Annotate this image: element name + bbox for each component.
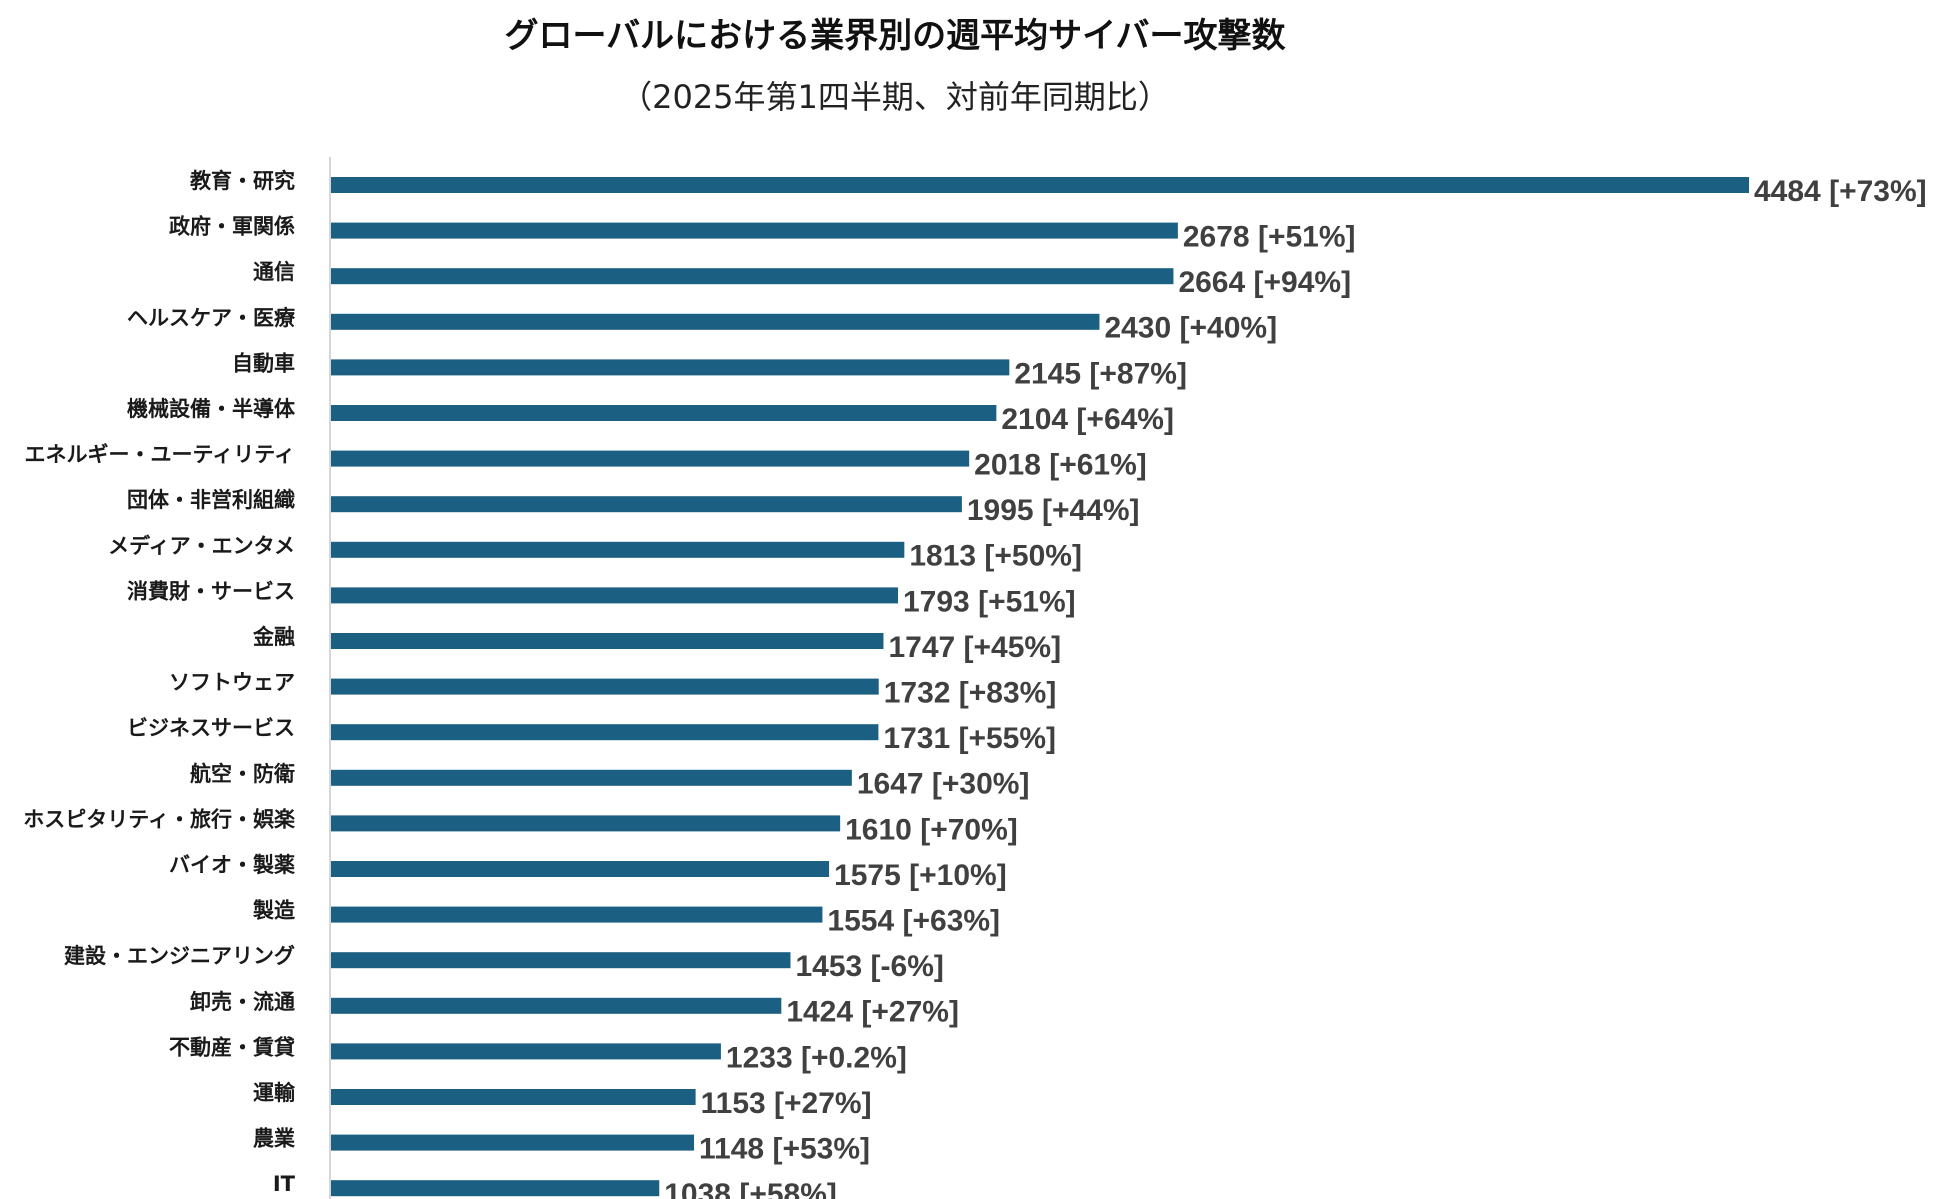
category-label: 航空・防衛 <box>190 762 295 786</box>
data-label: 1732 [+83%] <box>884 677 1057 710</box>
category-label: ビジネスサービス <box>127 716 295 740</box>
data-label: 2430 [+40%] <box>1104 312 1277 345</box>
data-label: 1424 [+27%] <box>786 996 959 1029</box>
data-label: 1647 [+30%] <box>857 768 1030 801</box>
data-label: 2664 [+94%] <box>1178 266 1351 299</box>
data-label: 1038 [+58%] <box>664 1178 837 1199</box>
bar <box>331 633 884 649</box>
category-label: 運輸 <box>253 1081 296 1105</box>
bar <box>331 1089 696 1105</box>
chart-subtitle: （2025年第1四半期、対前年同期比） <box>620 78 1170 116</box>
bar <box>331 724 879 741</box>
category-label: IT <box>273 1172 296 1196</box>
data-label: 1813 [+50%] <box>909 540 1082 573</box>
bar <box>331 222 1178 239</box>
data-label: 1148 [+53%] <box>699 1133 870 1166</box>
category-label: 教育・研究 <box>190 169 295 193</box>
category-label: 消費財・サービス <box>127 579 295 603</box>
category-label: ホスピタリティ・旅行・娯楽 <box>23 807 296 831</box>
data-label: 1731 [+55%] <box>883 722 1056 755</box>
category-label: 農業 <box>253 1127 296 1151</box>
category-label: 金融 <box>252 625 295 649</box>
category-label: 建設・エンジニアリング <box>64 944 295 968</box>
bar <box>331 997 782 1014</box>
bar <box>331 268 1174 285</box>
bar <box>331 1180 660 1197</box>
bar <box>331 815 841 832</box>
category-label: メディア・エンタメ <box>108 534 295 558</box>
bar <box>331 861 830 877</box>
bar <box>331 1043 721 1060</box>
data-label: 1453 [-6%] <box>795 950 943 983</box>
category-label: 通信 <box>253 260 295 284</box>
bar <box>331 906 823 923</box>
data-label: 4484 [+73%] <box>1754 175 1927 208</box>
data-label: 1554 [+63%] <box>827 905 1000 938</box>
bar <box>331 678 879 695</box>
category-label: エネルギー・ユーティリティ <box>25 443 295 467</box>
category-label: ヘルスケア・医療 <box>127 306 296 330</box>
data-label: 1233 [+0.2%] <box>726 1041 907 1074</box>
bar <box>331 952 791 969</box>
data-label: 2104 [+64%] <box>1001 403 1174 436</box>
bar <box>331 405 997 421</box>
category-label: 自動車 <box>232 351 295 375</box>
bar <box>331 587 899 604</box>
bar <box>331 177 1749 193</box>
bar <box>331 450 970 467</box>
bar <box>331 359 1010 376</box>
bar <box>331 313 1100 330</box>
data-label: 1995 [+44%] <box>967 494 1140 527</box>
category-label: バイオ・製薬 <box>169 853 295 877</box>
category-label: ソフトウェア <box>169 671 295 695</box>
category-label: 政府・軍関係 <box>169 215 295 239</box>
bar <box>331 541 905 558</box>
data-label: 1793 [+51%] <box>903 585 1076 618</box>
data-label: 2018 [+61%] <box>974 449 1147 482</box>
data-label: 2145 [+87%] <box>1014 357 1187 390</box>
category-label: 卸売・流通 <box>190 990 295 1014</box>
data-label: 1610 [+70%] <box>845 813 1018 846</box>
data-label: 1747 [+45%] <box>888 631 1061 664</box>
category-label: 製造 <box>252 899 296 923</box>
chart-title: グローバルにおける業界別の週平均サイバー攻撃数 <box>504 16 1286 56</box>
category-label: 機械設備・半導体 <box>127 397 296 421</box>
category-label: 団体・非営利組織 <box>127 488 295 512</box>
data-label: 1153 [+27%] <box>701 1087 872 1120</box>
bar <box>331 1134 695 1151</box>
bar <box>331 496 962 513</box>
bar <box>331 769 852 786</box>
data-label: 2678 [+51%] <box>1183 221 1356 254</box>
category-label: 不動産・賃貸 <box>169 1035 295 1059</box>
data-label: 1575 [+10%] <box>834 859 1007 892</box>
